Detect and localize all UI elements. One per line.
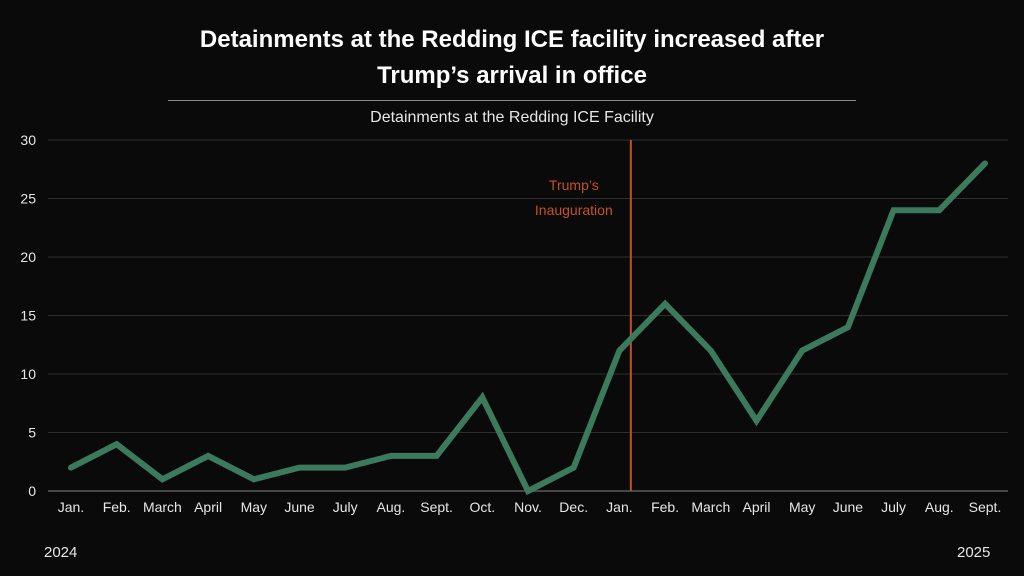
x-tick-label: Nov. xyxy=(514,499,542,515)
x-tick-label: June xyxy=(833,499,864,515)
title-divider xyxy=(168,100,856,101)
gridlines xyxy=(48,139,1008,492)
x-tick-label: July xyxy=(881,499,906,515)
x-tick-label: Aug. xyxy=(925,499,954,515)
x-tick-label: April xyxy=(194,499,222,515)
y-tick-label: 20 xyxy=(20,249,36,265)
annotation-label-line2: Inauguration xyxy=(535,202,613,218)
x-tick-label: Jan. xyxy=(606,499,632,515)
annotation-label-line1: Trump’s xyxy=(549,177,599,193)
y-axis-ticks: 0 5 10 15 20 25 30 xyxy=(20,132,36,499)
x-tick-label: April xyxy=(742,499,770,515)
x-tick-label: Sept. xyxy=(420,499,453,515)
x-tick-label: May xyxy=(241,499,267,515)
x-tick-label: March xyxy=(143,499,182,515)
year-label-start: 2024 xyxy=(44,544,78,561)
x-tick-label: Feb. xyxy=(103,499,131,515)
chart-title: Detainments at the Redding ICE facility … xyxy=(0,22,1024,94)
x-tick-label: Aug. xyxy=(376,499,405,515)
chart-subtitle: Detainments at the Redding ICE Facility xyxy=(370,109,654,126)
y-tick-label: 30 xyxy=(20,132,36,148)
x-tick-label: Feb. xyxy=(651,499,679,515)
series-lines xyxy=(68,160,988,496)
x-tick-label: May xyxy=(789,499,815,515)
chart-title-line2: Trump’s arrival in office xyxy=(377,62,647,89)
y-tick-label: 0 xyxy=(28,483,36,499)
y-tick-label: 15 xyxy=(20,308,36,324)
y-tick-label: 5 xyxy=(28,425,36,441)
x-tick-label: Oct. xyxy=(469,499,495,515)
x-tick-label: Jan. xyxy=(58,499,84,515)
year-label-end: 2025 xyxy=(957,544,991,561)
x-tick-label: March xyxy=(691,499,730,515)
chart-title-line1: Detainments at the Redding ICE facility … xyxy=(199,26,825,53)
inauguration-annotation: Trump’s Inauguration xyxy=(535,140,632,491)
y-tick-label: 25 xyxy=(20,191,36,207)
x-tick-label: Sept. xyxy=(969,499,1002,515)
x-tick-label: Dec. xyxy=(559,499,588,515)
x-axis-ticks: Jan. Feb. March April May June July Aug. Sept. Oc… xyxy=(58,499,1002,515)
x-tick-label: July xyxy=(333,499,358,515)
x-tick-label: June xyxy=(284,499,315,515)
y-tick-label: 10 xyxy=(20,366,36,382)
